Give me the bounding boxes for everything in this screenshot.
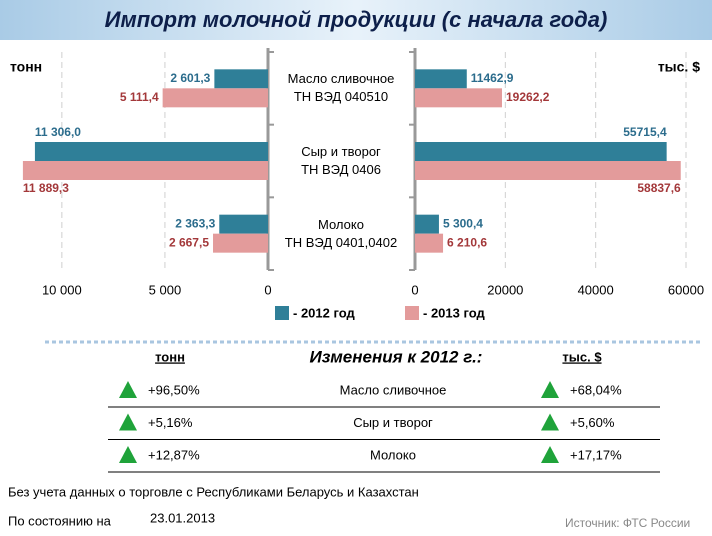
value-label: 55715,4 <box>623 125 667 139</box>
value-label: 11 889,3 <box>23 181 69 195</box>
title-banner <box>0 0 712 40</box>
bar <box>415 69 467 89</box>
up-triangle <box>541 446 559 463</box>
value-label: 58837,6 <box>637 181 681 195</box>
value-label: 19262,2 <box>506 90 550 104</box>
up-triangle <box>119 413 137 431</box>
bar <box>415 233 444 253</box>
change-left: +12,87% <box>148 447 200 462</box>
change-name: Молоко <box>370 447 416 462</box>
value-label: 5 300,4 <box>443 216 483 230</box>
value-label: 11 306,0 <box>35 125 81 139</box>
bar <box>34 142 269 161</box>
value-label: 11462,9 <box>471 71 514 85</box>
source: Источник: ФТС России <box>565 516 690 530</box>
up-triangle <box>119 446 137 463</box>
x-tick-label: 60000 <box>668 282 704 297</box>
category-label: Масло сливочное ТН ВЭД 040510 <box>287 71 395 105</box>
change-name: Масло сливочное <box>340 382 447 397</box>
value-label: 6 210,6 <box>447 235 487 249</box>
legend-swatch <box>405 306 419 320</box>
chart-title: Импорт молочной продукции (с начала года… <box>105 7 608 32</box>
x-tick-label: 40000 <box>578 282 614 297</box>
category-label: Молоко ТН ВЭД 0401,0402 <box>284 216 398 250</box>
bar <box>214 69 268 89</box>
legend-label: - 2013 год <box>423 305 485 320</box>
bar <box>162 88 268 108</box>
legend-swatch <box>275 306 289 320</box>
bar <box>415 142 667 161</box>
changes-right-header: тыс. $ <box>562 349 602 364</box>
change-left: +96,50% <box>148 382 200 397</box>
bar <box>22 161 268 180</box>
up-triangle <box>541 413 559 431</box>
bar <box>213 233 268 253</box>
bar <box>415 88 503 108</box>
x-tick-label: 0 <box>264 282 271 297</box>
bar <box>219 214 268 234</box>
as-of-label: По состоянию на <box>8 513 112 528</box>
bar <box>415 161 681 180</box>
value-label: 5 111,4 <box>120 90 159 104</box>
change-left: +5,16% <box>148 415 193 430</box>
legend-label: - 2012 год <box>293 305 355 320</box>
x-tick-label: 20000 <box>487 282 523 297</box>
bar <box>415 214 439 234</box>
up-triangle <box>541 381 559 398</box>
change-right: +17,17% <box>570 447 622 462</box>
footnote: Без учета данных о торговле с Республика… <box>8 484 419 499</box>
change-name: Сыр и творог <box>353 415 433 430</box>
value-label: 2 601,3 <box>170 71 210 85</box>
changes-title: Изменения к 2012 г.: <box>310 347 483 366</box>
changes-left-header: тонн <box>155 349 185 364</box>
value-label: 2 667,5 <box>169 235 209 249</box>
change-right: +68,04% <box>570 382 622 397</box>
change-right: +5,60% <box>570 415 615 430</box>
unit-label: тонн <box>10 59 42 75</box>
x-tick-label: 5 000 <box>149 282 182 297</box>
unit-label: тыс. $ <box>658 59 700 75</box>
as-of-date: 23.01.2013 <box>150 510 215 525</box>
value-label: 2 363,3 <box>175 216 215 230</box>
x-tick-label: 0 <box>411 282 418 297</box>
category-label: Сыр и творог ТН ВЭД 0406 <box>301 144 381 177</box>
up-triangle <box>119 381 137 398</box>
x-tick-label: 10 000 <box>42 282 82 297</box>
